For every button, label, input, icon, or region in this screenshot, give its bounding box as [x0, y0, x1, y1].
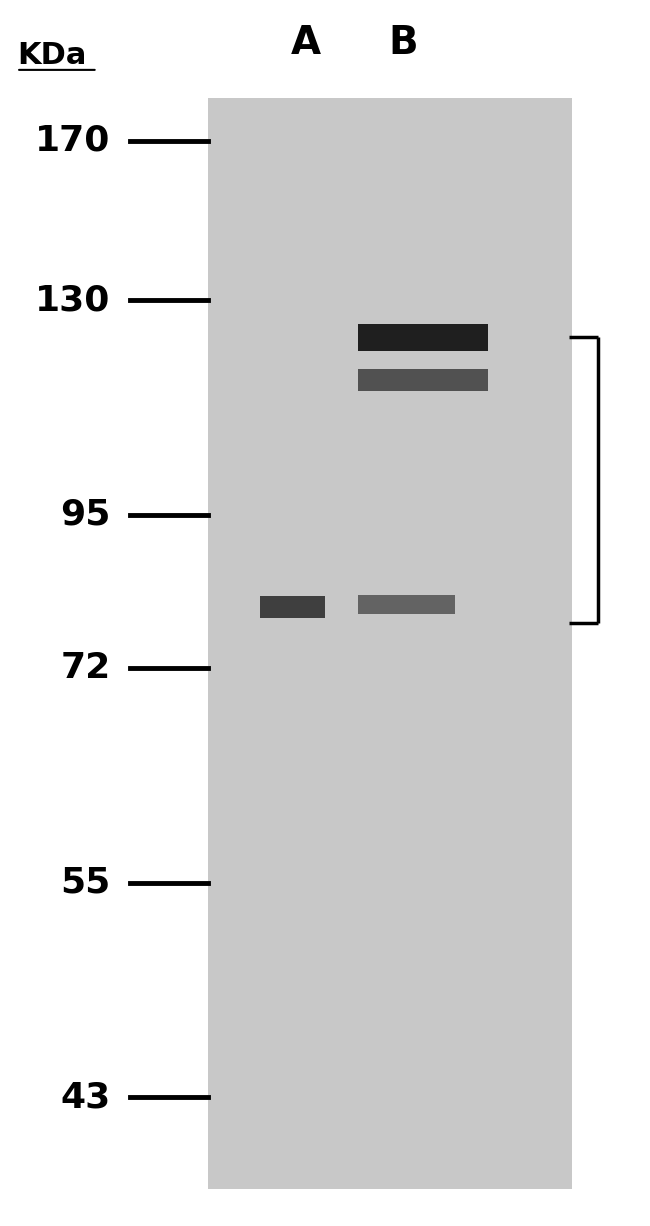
Bar: [358, 369, 488, 391]
Text: 55: 55: [60, 866, 111, 900]
Text: 170: 170: [35, 124, 111, 158]
Text: 130: 130: [35, 283, 111, 318]
Text: 95: 95: [60, 498, 111, 532]
Bar: [358, 324, 488, 351]
Bar: [208, 98, 572, 1189]
Bar: [260, 596, 325, 618]
Text: B: B: [388, 25, 418, 61]
Bar: [358, 596, 455, 614]
Text: 72: 72: [60, 651, 111, 685]
Text: KDa: KDa: [18, 40, 86, 70]
Text: 43: 43: [60, 1080, 111, 1114]
Text: A: A: [291, 25, 320, 61]
